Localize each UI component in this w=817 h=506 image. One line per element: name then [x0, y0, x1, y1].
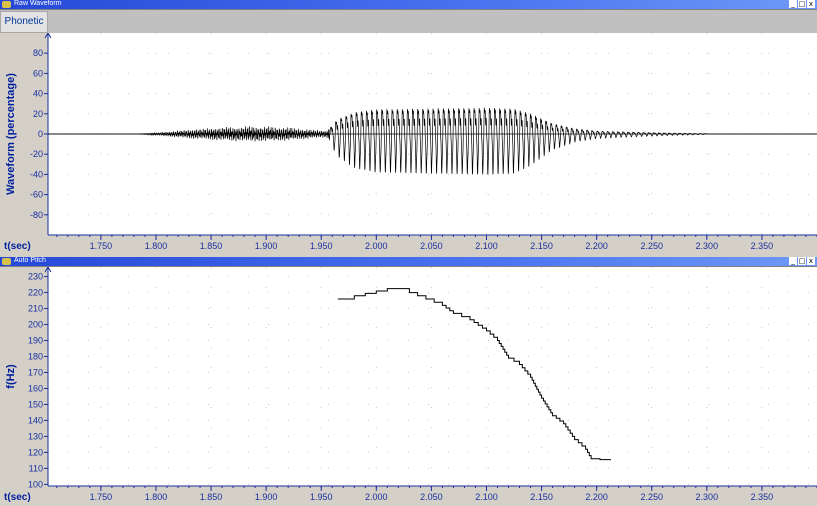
close-button[interactable]: x — [807, 0, 815, 8]
window-title: Raw Waveform — [14, 0, 62, 7]
y-axis-label: Waveform (percentage) — [5, 73, 17, 195]
x-tick-label: 2.050 — [420, 492, 443, 502]
y-tick-label: 200 — [28, 320, 43, 330]
maximize-button[interactable]: □ — [798, 0, 806, 8]
minimize-button[interactable]: _ — [789, 0, 797, 8]
x-tick-label: 2.050 — [420, 241, 443, 251]
x-tick-label: 2.200 — [585, 492, 608, 502]
y-tick-label: 40 — [33, 89, 43, 99]
x-tick-label: 1.850 — [200, 492, 223, 502]
window-title: Auto Pitch — [14, 257, 46, 264]
x-tick-label: 1.950 — [310, 241, 333, 251]
title-bar[interactable]: Raw Waveform _ □ x — [0, 0, 817, 10]
x-tick-label: 1.800 — [145, 241, 168, 251]
x-axis-label: t(sec) — [4, 241, 31, 252]
x-tick-label: 1.750 — [90, 241, 113, 251]
x-tick-label: 2.300 — [696, 492, 719, 502]
x-tick-label: 1.800 — [145, 492, 168, 502]
app-icon — [2, 258, 11, 265]
waveform-line — [48, 107, 817, 175]
app-icon — [2, 1, 11, 8]
y-tick-label: 180 — [28, 352, 43, 362]
x-tick-label: 2.350 — [751, 492, 774, 502]
x-tick-label: 2.150 — [530, 241, 553, 251]
y-tick-label: 60 — [33, 68, 43, 78]
auto-pitch-window: Auto Pitch _ □ x 230 220 210 200 190 180 170 16… — [0, 257, 817, 506]
raw-waveform-window: Raw Waveform _ □ x Phonetic 80 60 40 20 0 -20… — [0, 0, 817, 256]
x-tick-label: 2.200 — [585, 241, 608, 251]
x-tick-label: 1.900 — [255, 241, 278, 251]
y-tick-label: 190 — [28, 336, 43, 346]
x-tick-label: 2.350 — [751, 241, 774, 251]
y-tick-label: 160 — [28, 383, 43, 393]
y-tick-label: 130 — [28, 431, 43, 441]
y-tick-label: 220 — [28, 288, 43, 298]
pitch-line — [337, 288, 611, 461]
x-tick-label: 1.850 — [200, 241, 223, 251]
x-tick-label: 2.250 — [640, 241, 663, 251]
y-tick-label: 0 — [38, 129, 43, 139]
x-tick-label: 2.250 — [640, 492, 663, 502]
y-tick-label: 80 — [33, 48, 43, 58]
y-tick-label: 150 — [28, 399, 43, 409]
y-tick-label: 140 — [28, 415, 43, 425]
title-bar[interactable]: Auto Pitch _ □ x — [0, 257, 817, 267]
x-axis-label: t(sec) — [4, 492, 31, 503]
y-tick-label: -20 — [30, 149, 43, 159]
x-tick-label: 2.100 — [475, 241, 498, 251]
waveform-chart: 80 60 40 20 0 -20 -40 -60 -80 1.750 1.800 1.850 1.90… — [0, 33, 817, 256]
x-tick-label: 1.900 — [255, 492, 278, 502]
x-tick-label: 2.150 — [530, 492, 553, 502]
maximize-button[interactable]: □ — [798, 257, 806, 265]
y-tick-label: 230 — [28, 272, 43, 282]
toolbar: Phonetic — [0, 10, 817, 33]
y-tick-label: -60 — [30, 190, 43, 200]
y-tick-label: 120 — [28, 447, 43, 457]
phonetic-button[interactable]: Phonetic — [0, 11, 48, 33]
plot-area — [48, 267, 817, 486]
y-tick-label: 20 — [33, 109, 43, 119]
minimize-button[interactable]: _ — [789, 257, 797, 265]
x-tick-label: 1.950 — [310, 492, 333, 502]
y-tick-label: -80 — [30, 210, 43, 220]
y-tick-label: 210 — [28, 304, 43, 314]
y-tick-label: 110 — [29, 463, 43, 473]
close-button[interactable]: x — [807, 257, 815, 265]
x-tick-label: 2.100 — [475, 492, 498, 502]
y-axis-label: f(Hz) — [5, 364, 17, 389]
x-tick-label: 2.300 — [696, 241, 719, 251]
x-tick-label: 2.000 — [365, 241, 388, 251]
y-axis-arrow — [44, 267, 52, 273]
y-tick-label: -40 — [30, 169, 43, 179]
y-tick-label: 170 — [28, 368, 43, 378]
y-tick-label: 100 — [28, 479, 43, 489]
x-tick-label: 1.750 — [90, 492, 113, 502]
x-tick-label: 2.000 — [365, 492, 388, 502]
y-axis-arrow — [44, 33, 52, 39]
pitch-chart: 230 220 210 200 190 180 170 160 150 140 130 120 110 1… — [0, 267, 817, 506]
